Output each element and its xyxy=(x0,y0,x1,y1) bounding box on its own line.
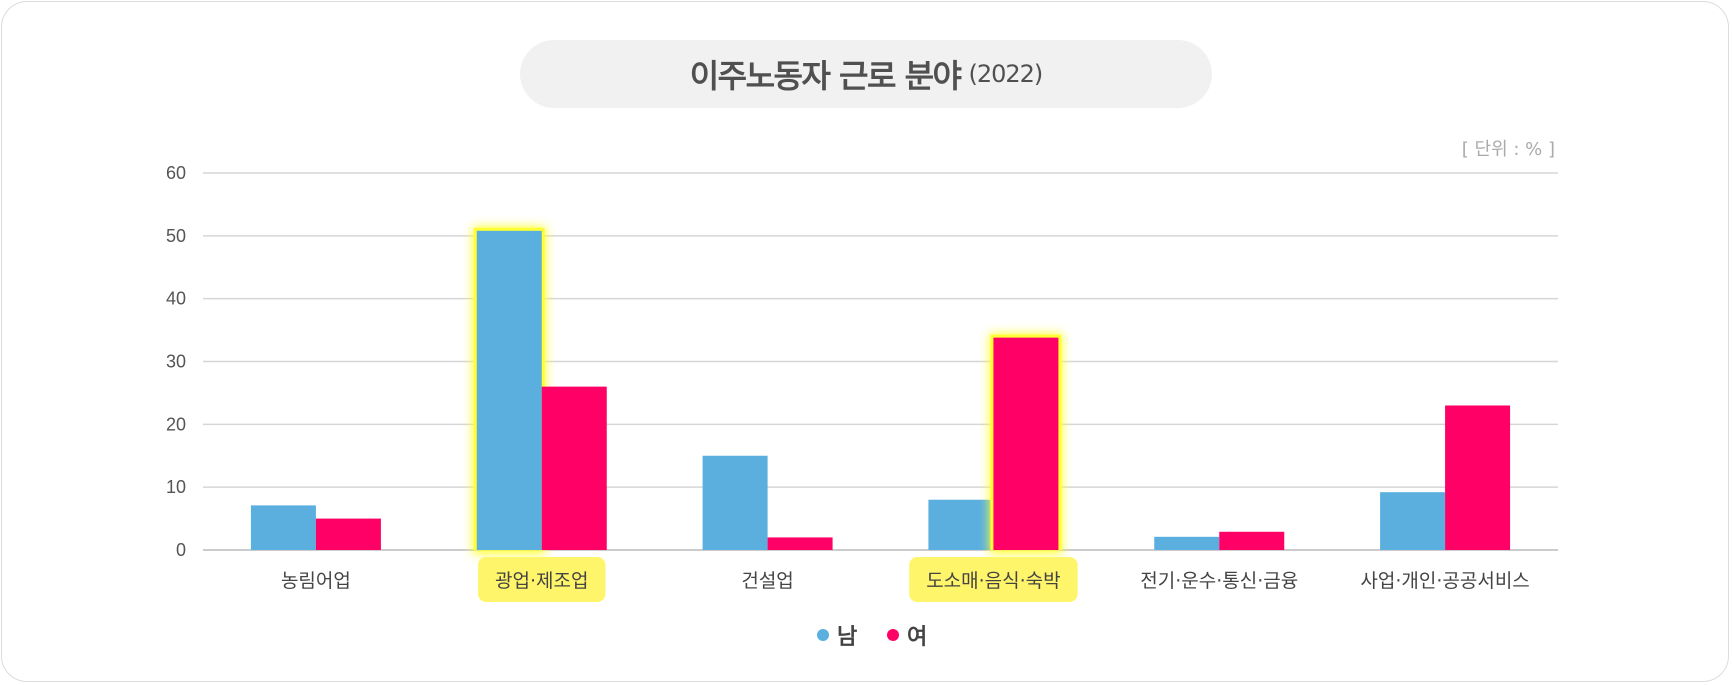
gridlines: 0 10 20 30 40 50 60 xyxy=(166,163,1558,560)
bar-male xyxy=(928,499,994,550)
x-category-label: 도소매·음식·숙박 xyxy=(926,570,1060,592)
y-tick-label: 0 xyxy=(176,540,186,560)
bar-male xyxy=(476,230,542,550)
chart-title: 이주노동자 근로 분야 (2022) xyxy=(520,40,1212,108)
y-tick-label: 30 xyxy=(166,352,186,372)
y-tick-label: 50 xyxy=(166,226,186,246)
x-category-label: 전기·운수·통신·금융 xyxy=(1140,570,1298,592)
legend-swatch-male xyxy=(817,629,829,641)
y-tick-label: 10 xyxy=(166,477,186,497)
bar-male xyxy=(1154,536,1220,550)
unit-label: [ 단위 : % ] xyxy=(1462,139,1555,160)
chart-title-year: (2022) xyxy=(968,60,1043,88)
legend-label: 남 xyxy=(837,625,857,650)
bar-female xyxy=(315,518,381,550)
category-highlight-pill xyxy=(909,557,1078,602)
legend-label: 여 xyxy=(907,625,927,650)
y-tick-label: 60 xyxy=(166,163,186,183)
bars xyxy=(250,226,1511,554)
x-category-label: 농림어업 xyxy=(281,570,351,592)
x-category-label: 광업·제조업 xyxy=(495,570,588,592)
legend-swatch-female xyxy=(887,629,899,641)
bar-male xyxy=(1380,492,1446,550)
y-tick-label: 20 xyxy=(166,414,186,434)
bar-female xyxy=(1219,531,1285,550)
category-highlight-pill xyxy=(478,557,606,602)
bar-male xyxy=(250,505,316,550)
bar-female xyxy=(541,386,607,550)
chart-title-main: 이주노동자 근로 분야 xyxy=(689,57,962,95)
bar-male xyxy=(702,455,768,550)
x-category-label: 건설업 xyxy=(741,570,793,592)
y-tick-label: 40 xyxy=(166,289,186,309)
category-labels: 농림어업 광업·제조업 건설업 도소매·음식·숙박 전기·운수·통신·금융 사업·개인·공… xyxy=(281,557,1530,602)
bar-female xyxy=(767,537,833,550)
bar-female xyxy=(993,337,1059,550)
x-category-label: 사업·개인·공공서비스 xyxy=(1360,570,1529,592)
bar-female xyxy=(1445,405,1511,550)
